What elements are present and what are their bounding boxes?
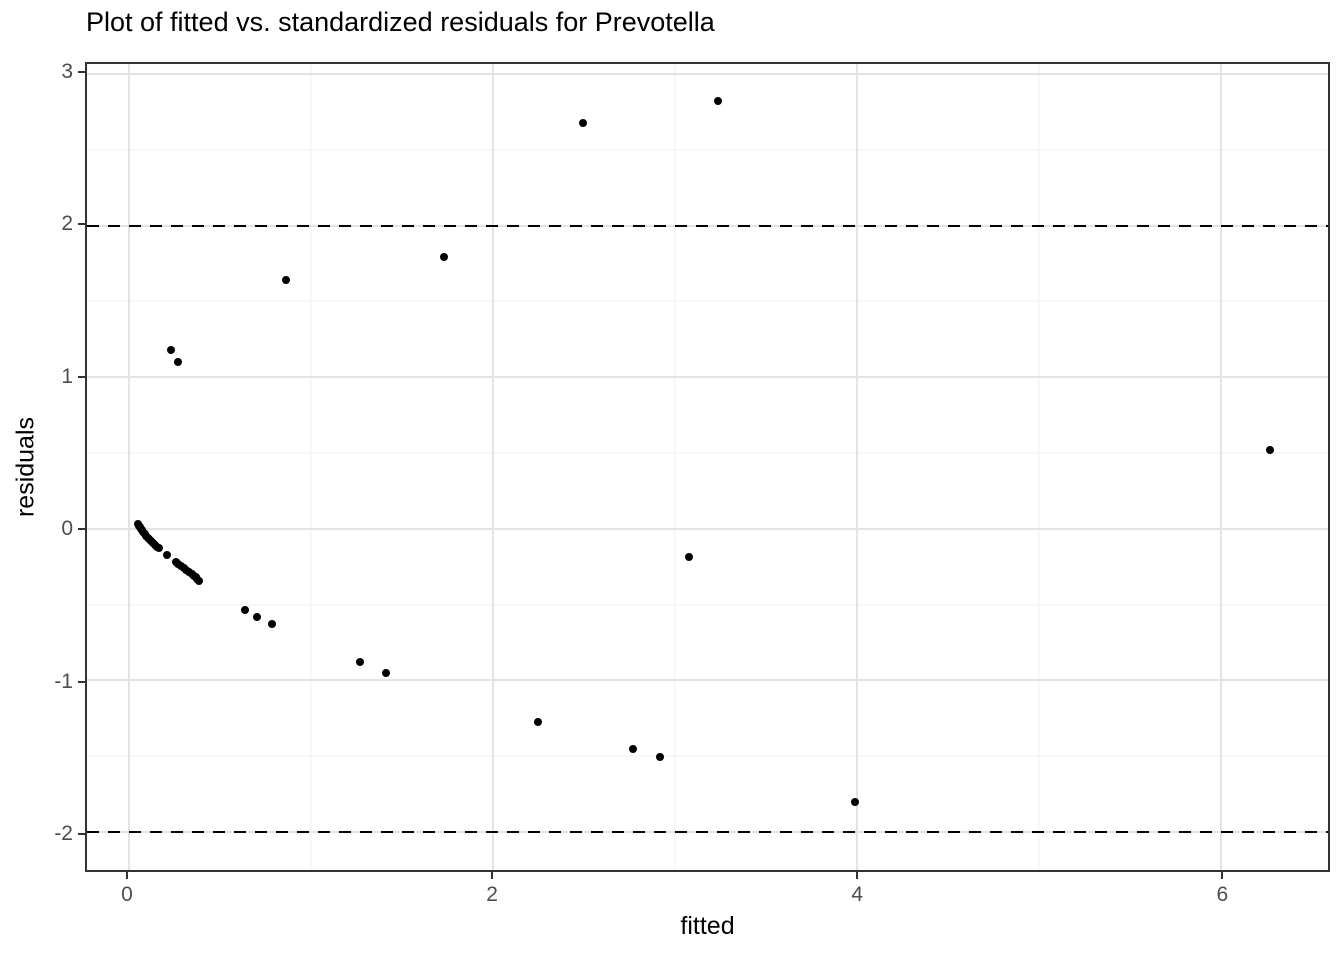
- y-tick-label: 2: [61, 212, 73, 236]
- y-tick-mark: [78, 71, 85, 74]
- x-tick-mark: [491, 872, 494, 879]
- plot-area: [87, 64, 1328, 870]
- y-axis-title: residuals: [11, 416, 40, 518]
- y-gridline-major: [87, 376, 1328, 379]
- y-tick-mark: [78, 375, 85, 378]
- x-tick-mark: [1221, 872, 1224, 879]
- dashed-threshold-line: [87, 831, 1328, 834]
- y-tick-mark: [78, 528, 85, 531]
- x-tick-label: 6: [1216, 883, 1229, 906]
- data-point: [253, 612, 262, 621]
- data-point: [356, 657, 365, 666]
- dashed-threshold-line: [87, 224, 1328, 227]
- y-gridline-minor: [87, 755, 1328, 757]
- y-tick-mark: [78, 680, 85, 683]
- y-tick-label: 3: [61, 60, 73, 84]
- y-tick-mark: [78, 223, 85, 226]
- x-gridline-minor: [674, 64, 676, 870]
- y-gridline-major: [87, 527, 1328, 530]
- data-point: [154, 543, 163, 552]
- x-tick-mark: [856, 872, 859, 879]
- data-point: [685, 552, 694, 561]
- data-point: [241, 606, 250, 615]
- x-gridline-major: [127, 64, 130, 870]
- data-point: [282, 276, 291, 285]
- x-gridline-major: [1219, 64, 1222, 870]
- data-point: [268, 619, 277, 628]
- y-tick-label: 0: [61, 517, 73, 541]
- x-tick-label: 2: [486, 883, 498, 906]
- data-point: [534, 717, 543, 726]
- data-point: [167, 346, 176, 355]
- plot-panel: [85, 62, 1330, 872]
- data-point: [174, 358, 183, 367]
- data-point: [851, 798, 860, 807]
- data-point: [1266, 446, 1275, 455]
- data-point: [578, 118, 587, 127]
- data-point: [194, 576, 203, 585]
- data-point: [714, 97, 723, 106]
- x-axis-title: fitted: [680, 912, 735, 940]
- x-tick-label: 4: [851, 883, 864, 906]
- y-gridline-major: [87, 73, 1328, 75]
- x-gridline-minor: [1038, 64, 1040, 870]
- data-point: [656, 752, 664, 761]
- data-point: [382, 668, 391, 677]
- y-gridline-minor: [87, 452, 1328, 454]
- y-gridline-minor: [87, 604, 1328, 606]
- chart-title: Plot of fitted vs. standardized residual…: [86, 7, 715, 37]
- data-point: [629, 745, 638, 754]
- y-gridline-major: [87, 679, 1328, 682]
- data-point: [162, 551, 171, 560]
- x-gridline-major: [491, 64, 494, 870]
- y-gridline-minor: [87, 149, 1328, 151]
- x-tick-mark: [125, 872, 128, 879]
- y-gridline-minor: [87, 300, 1328, 302]
- y-tick-mark: [78, 832, 85, 835]
- y-tick-label: -1: [54, 669, 73, 693]
- x-gridline-minor: [310, 64, 312, 870]
- y-tick-label: 1: [61, 364, 73, 388]
- x-tick-label: 0: [121, 883, 133, 906]
- data-point: [440, 253, 449, 262]
- y-tick-label: -2: [54, 821, 73, 845]
- x-gridline-major: [855, 64, 858, 870]
